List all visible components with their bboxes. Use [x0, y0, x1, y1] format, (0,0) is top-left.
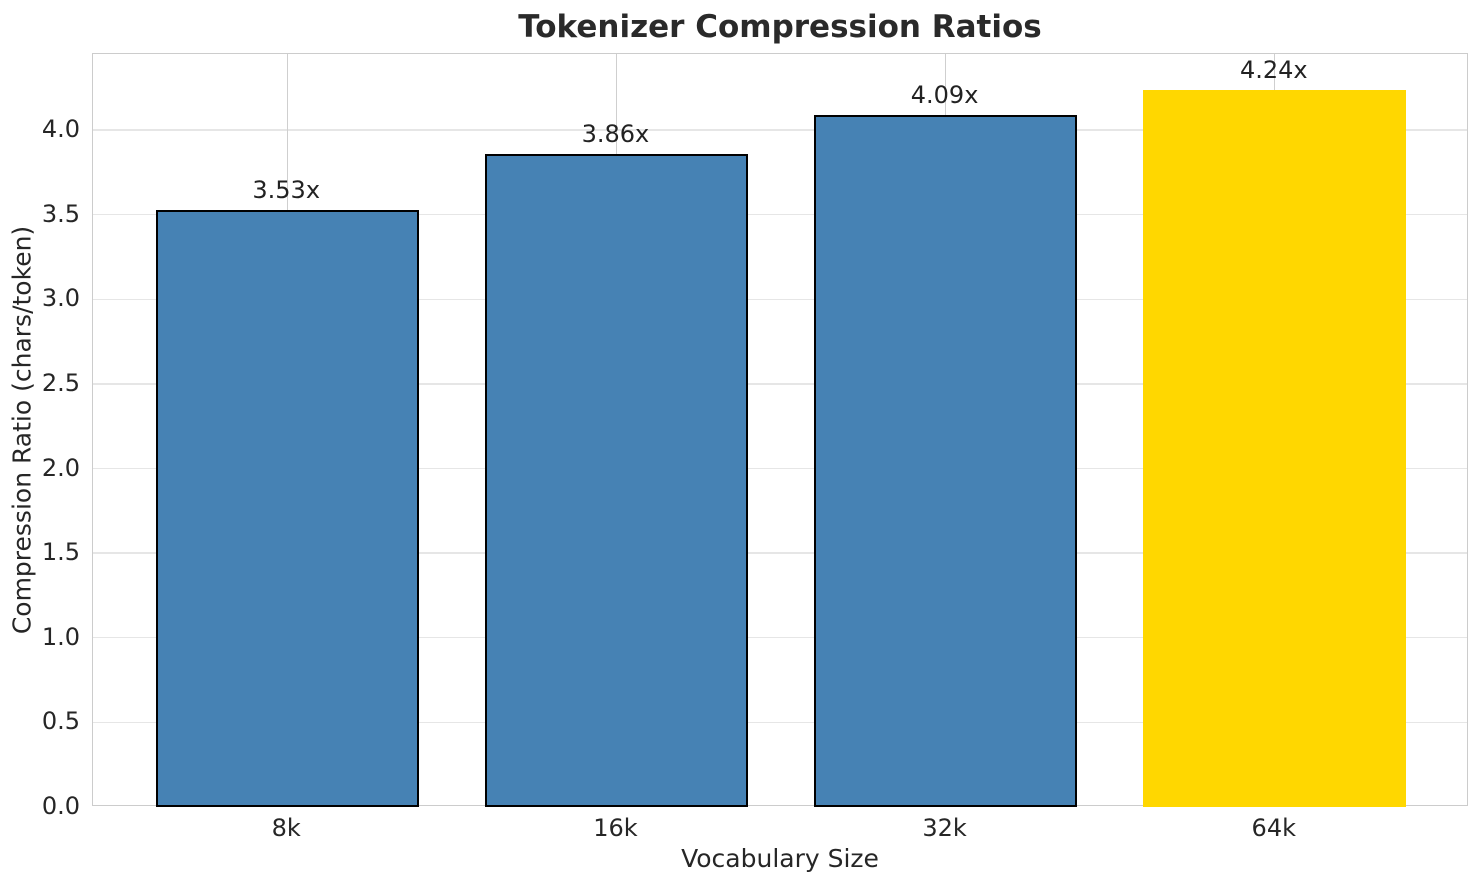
bar-8k — [155, 209, 419, 807]
x-tick-label-64k: 64k — [1251, 814, 1296, 842]
bar-value-label-8k: 3.53x — [252, 175, 321, 204]
plot-area — [92, 53, 1468, 807]
gridline-horizontal — [93, 467, 1467, 470]
gridline-horizontal — [93, 552, 1467, 554]
bar-value-label-64k: 4.24x — [1239, 55, 1308, 84]
bar-value-label-32k: 4.09x — [910, 80, 979, 109]
gridline-horizontal — [93, 721, 1467, 724]
gridline-horizontal — [93, 214, 1467, 216]
bar-value-label-16k: 3.86x — [581, 119, 650, 148]
y-tick-label: 3.5 — [41, 199, 80, 228]
gridline-horizontal — [93, 298, 1467, 301]
gridline-horizontal — [93, 637, 1467, 639]
y-tick-label: 0.0 — [41, 792, 80, 820]
chart-title: Tokenizer Compression Ratios — [518, 9, 1042, 45]
x-tick-label-16k: 16k — [593, 814, 638, 842]
gridline-horizontal — [93, 383, 1467, 385]
y-tick-label: 0.5 — [41, 707, 80, 736]
bar-64k — [1143, 89, 1407, 807]
bar-32k — [813, 114, 1078, 807]
y-tick-label: 1.0 — [41, 622, 80, 651]
gridline-horizontal — [93, 129, 1467, 131]
y-tick-label: 3.0 — [41, 284, 80, 313]
y-tick-label: 4.0 — [41, 115, 80, 144]
x-axis-label: Vocabulary Size — [681, 844, 879, 873]
x-tick-label-8k: 8k — [271, 814, 301, 842]
y-tick-label: 1.5 — [41, 538, 80, 567]
bar-16k — [484, 153, 749, 807]
y-tick-label: 2.5 — [41, 368, 80, 397]
y-tick-label: 2.0 — [41, 453, 80, 482]
x-tick-label-32k: 32k — [922, 814, 967, 842]
